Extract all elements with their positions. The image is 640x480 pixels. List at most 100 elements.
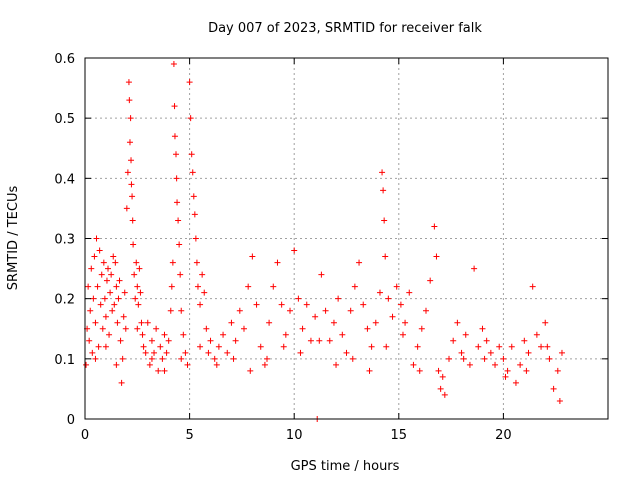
data-point (189, 169, 196, 176)
data-point (182, 349, 189, 356)
data-point (274, 259, 281, 266)
data-point (460, 355, 467, 362)
data-point (339, 331, 346, 338)
data-point (111, 301, 118, 308)
data-point (184, 361, 191, 368)
data-point (299, 325, 306, 332)
data-point (113, 283, 120, 290)
data-point (385, 295, 392, 302)
data-point (127, 115, 134, 122)
data-point (538, 343, 545, 350)
y-tick-label: 0 (67, 413, 75, 428)
data-point (297, 349, 304, 356)
data-point (96, 247, 103, 254)
data-point (295, 295, 302, 302)
data-point (372, 319, 379, 326)
data-point (383, 343, 390, 350)
x-tick-label: 5 (185, 428, 193, 443)
x-tick-label: 20 (495, 428, 512, 443)
data-point (433, 253, 440, 260)
data-point (550, 385, 557, 392)
data-point (176, 241, 183, 248)
data-point (134, 325, 141, 332)
data-point (431, 223, 438, 230)
data-point (343, 349, 350, 356)
data-point (253, 301, 260, 308)
data-point (135, 301, 142, 308)
data-point (406, 289, 413, 296)
data-point (280, 343, 287, 350)
data-point (376, 289, 383, 296)
y-tick-label: 0.2 (54, 293, 75, 308)
data-point (165, 337, 172, 344)
data-point (454, 319, 461, 326)
y-tick-label: 0.6 (54, 52, 75, 67)
data-point (316, 337, 323, 344)
data-point (92, 319, 99, 326)
data-point (121, 289, 128, 296)
data-point (174, 199, 181, 206)
data-point (190, 193, 197, 200)
data-point (95, 343, 102, 350)
data-point (120, 313, 127, 320)
data-point (278, 301, 285, 308)
data-point (201, 289, 208, 296)
data-point (414, 343, 421, 350)
data-point (194, 283, 201, 290)
data-point (335, 295, 342, 302)
data-point (87, 307, 94, 314)
data-point (118, 379, 125, 386)
data-point (245, 283, 252, 290)
data-point (177, 271, 184, 278)
data-point (356, 259, 363, 266)
data-point (197, 301, 204, 308)
data-point (402, 319, 409, 326)
data-point (98, 271, 105, 278)
x-tick-label: 15 (391, 428, 408, 443)
data-point (439, 373, 446, 380)
data-point (318, 271, 325, 278)
data-point (496, 343, 503, 350)
data-point (134, 283, 141, 290)
data-point (192, 235, 199, 242)
data-point (410, 361, 417, 368)
data-point (462, 331, 469, 338)
y-tick-label: 0.1 (54, 353, 75, 368)
data-point (102, 313, 109, 320)
data-point (93, 235, 100, 242)
data-point (146, 361, 153, 368)
data-point (247, 367, 254, 374)
data-point (100, 259, 107, 266)
data-point (129, 193, 136, 200)
data-point (119, 355, 126, 362)
data-point (215, 343, 222, 350)
data-point (291, 247, 298, 254)
data-point (236, 307, 243, 314)
data-point (132, 295, 139, 302)
data-point (368, 343, 375, 350)
data-point (529, 283, 536, 290)
data-point (144, 319, 151, 326)
data-point (133, 259, 140, 266)
data-point (322, 307, 329, 314)
data-point (249, 253, 256, 260)
data-point (558, 349, 565, 356)
data-point (129, 217, 136, 224)
data-point (347, 307, 354, 314)
data-point (116, 277, 123, 284)
data-point (169, 259, 176, 266)
data-point (126, 139, 133, 146)
data-point (109, 307, 116, 314)
data-point (178, 307, 185, 314)
data-point (148, 337, 155, 344)
data-point (508, 343, 515, 350)
data-point (502, 373, 509, 380)
data-point (397, 301, 404, 308)
data-point (240, 325, 247, 332)
data-point (114, 319, 121, 326)
data-point (191, 211, 198, 218)
data-point (458, 349, 465, 356)
data-point (481, 355, 488, 362)
data-point (168, 283, 175, 290)
